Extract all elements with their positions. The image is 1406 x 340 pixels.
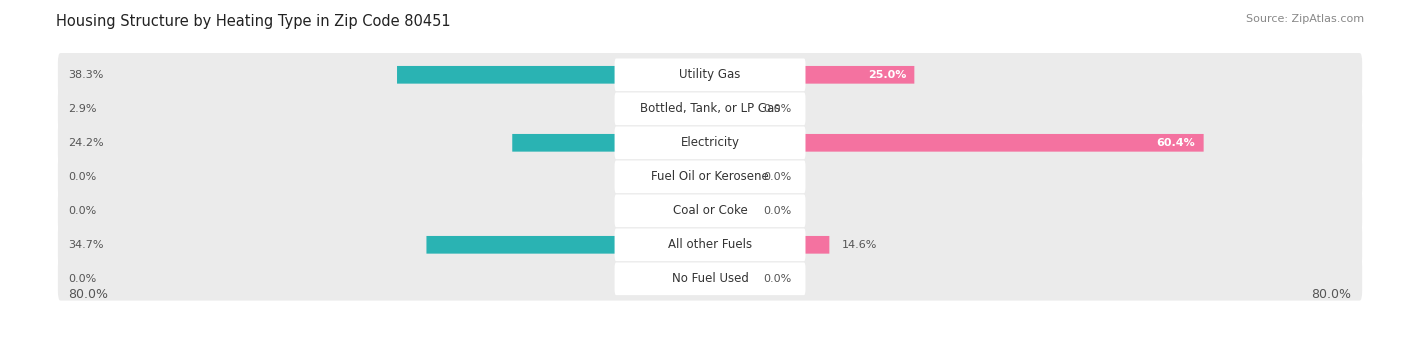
Text: 0.0%: 0.0% <box>763 206 792 216</box>
FancyBboxPatch shape <box>710 236 830 254</box>
FancyBboxPatch shape <box>614 58 806 91</box>
FancyBboxPatch shape <box>614 228 806 261</box>
Text: Utility Gas: Utility Gas <box>679 68 741 81</box>
FancyBboxPatch shape <box>58 189 1362 233</box>
FancyBboxPatch shape <box>426 236 710 254</box>
Text: 24.2%: 24.2% <box>69 138 104 148</box>
FancyBboxPatch shape <box>614 262 806 295</box>
Text: 0.0%: 0.0% <box>763 172 792 182</box>
Text: 2.9%: 2.9% <box>69 104 97 114</box>
Text: 60.4%: 60.4% <box>1157 138 1195 148</box>
FancyBboxPatch shape <box>669 100 710 118</box>
Text: 80.0%: 80.0% <box>69 288 108 301</box>
Text: 0.0%: 0.0% <box>69 274 97 284</box>
Text: 25.0%: 25.0% <box>868 70 905 80</box>
Text: Coal or Coke: Coal or Coke <box>672 204 748 217</box>
Text: 14.6%: 14.6% <box>842 240 877 250</box>
Text: All other Fuels: All other Fuels <box>668 238 752 251</box>
Text: 0.0%: 0.0% <box>69 206 97 216</box>
Text: Housing Structure by Heating Type in Zip Code 80451: Housing Structure by Heating Type in Zip… <box>56 14 451 29</box>
FancyBboxPatch shape <box>614 160 806 193</box>
FancyBboxPatch shape <box>58 121 1362 165</box>
FancyBboxPatch shape <box>710 202 751 220</box>
FancyBboxPatch shape <box>58 87 1362 131</box>
Text: 0.0%: 0.0% <box>763 274 792 284</box>
Text: 34.7%: 34.7% <box>69 240 104 250</box>
FancyBboxPatch shape <box>58 257 1362 301</box>
FancyBboxPatch shape <box>396 66 710 84</box>
FancyBboxPatch shape <box>58 155 1362 199</box>
Text: Bottled, Tank, or LP Gas: Bottled, Tank, or LP Gas <box>640 102 780 115</box>
FancyBboxPatch shape <box>58 53 1362 97</box>
Text: Source: ZipAtlas.com: Source: ZipAtlas.com <box>1246 14 1364 23</box>
FancyBboxPatch shape <box>614 126 806 159</box>
FancyBboxPatch shape <box>710 168 751 186</box>
Text: Electricity: Electricity <box>681 136 740 149</box>
Text: No Fuel Used: No Fuel Used <box>672 272 748 285</box>
FancyBboxPatch shape <box>710 134 1204 152</box>
FancyBboxPatch shape <box>669 168 710 186</box>
FancyBboxPatch shape <box>512 134 710 152</box>
Text: Fuel Oil or Kerosene: Fuel Oil or Kerosene <box>651 170 769 183</box>
Text: 38.3%: 38.3% <box>69 70 104 80</box>
Text: 0.0%: 0.0% <box>69 172 97 182</box>
FancyBboxPatch shape <box>614 92 806 125</box>
FancyBboxPatch shape <box>710 66 914 84</box>
FancyBboxPatch shape <box>614 194 806 227</box>
FancyBboxPatch shape <box>710 270 751 288</box>
FancyBboxPatch shape <box>669 270 710 288</box>
FancyBboxPatch shape <box>669 202 710 220</box>
FancyBboxPatch shape <box>58 223 1362 267</box>
Text: 0.0%: 0.0% <box>763 104 792 114</box>
Text: 80.0%: 80.0% <box>1312 288 1351 301</box>
FancyBboxPatch shape <box>710 100 751 118</box>
